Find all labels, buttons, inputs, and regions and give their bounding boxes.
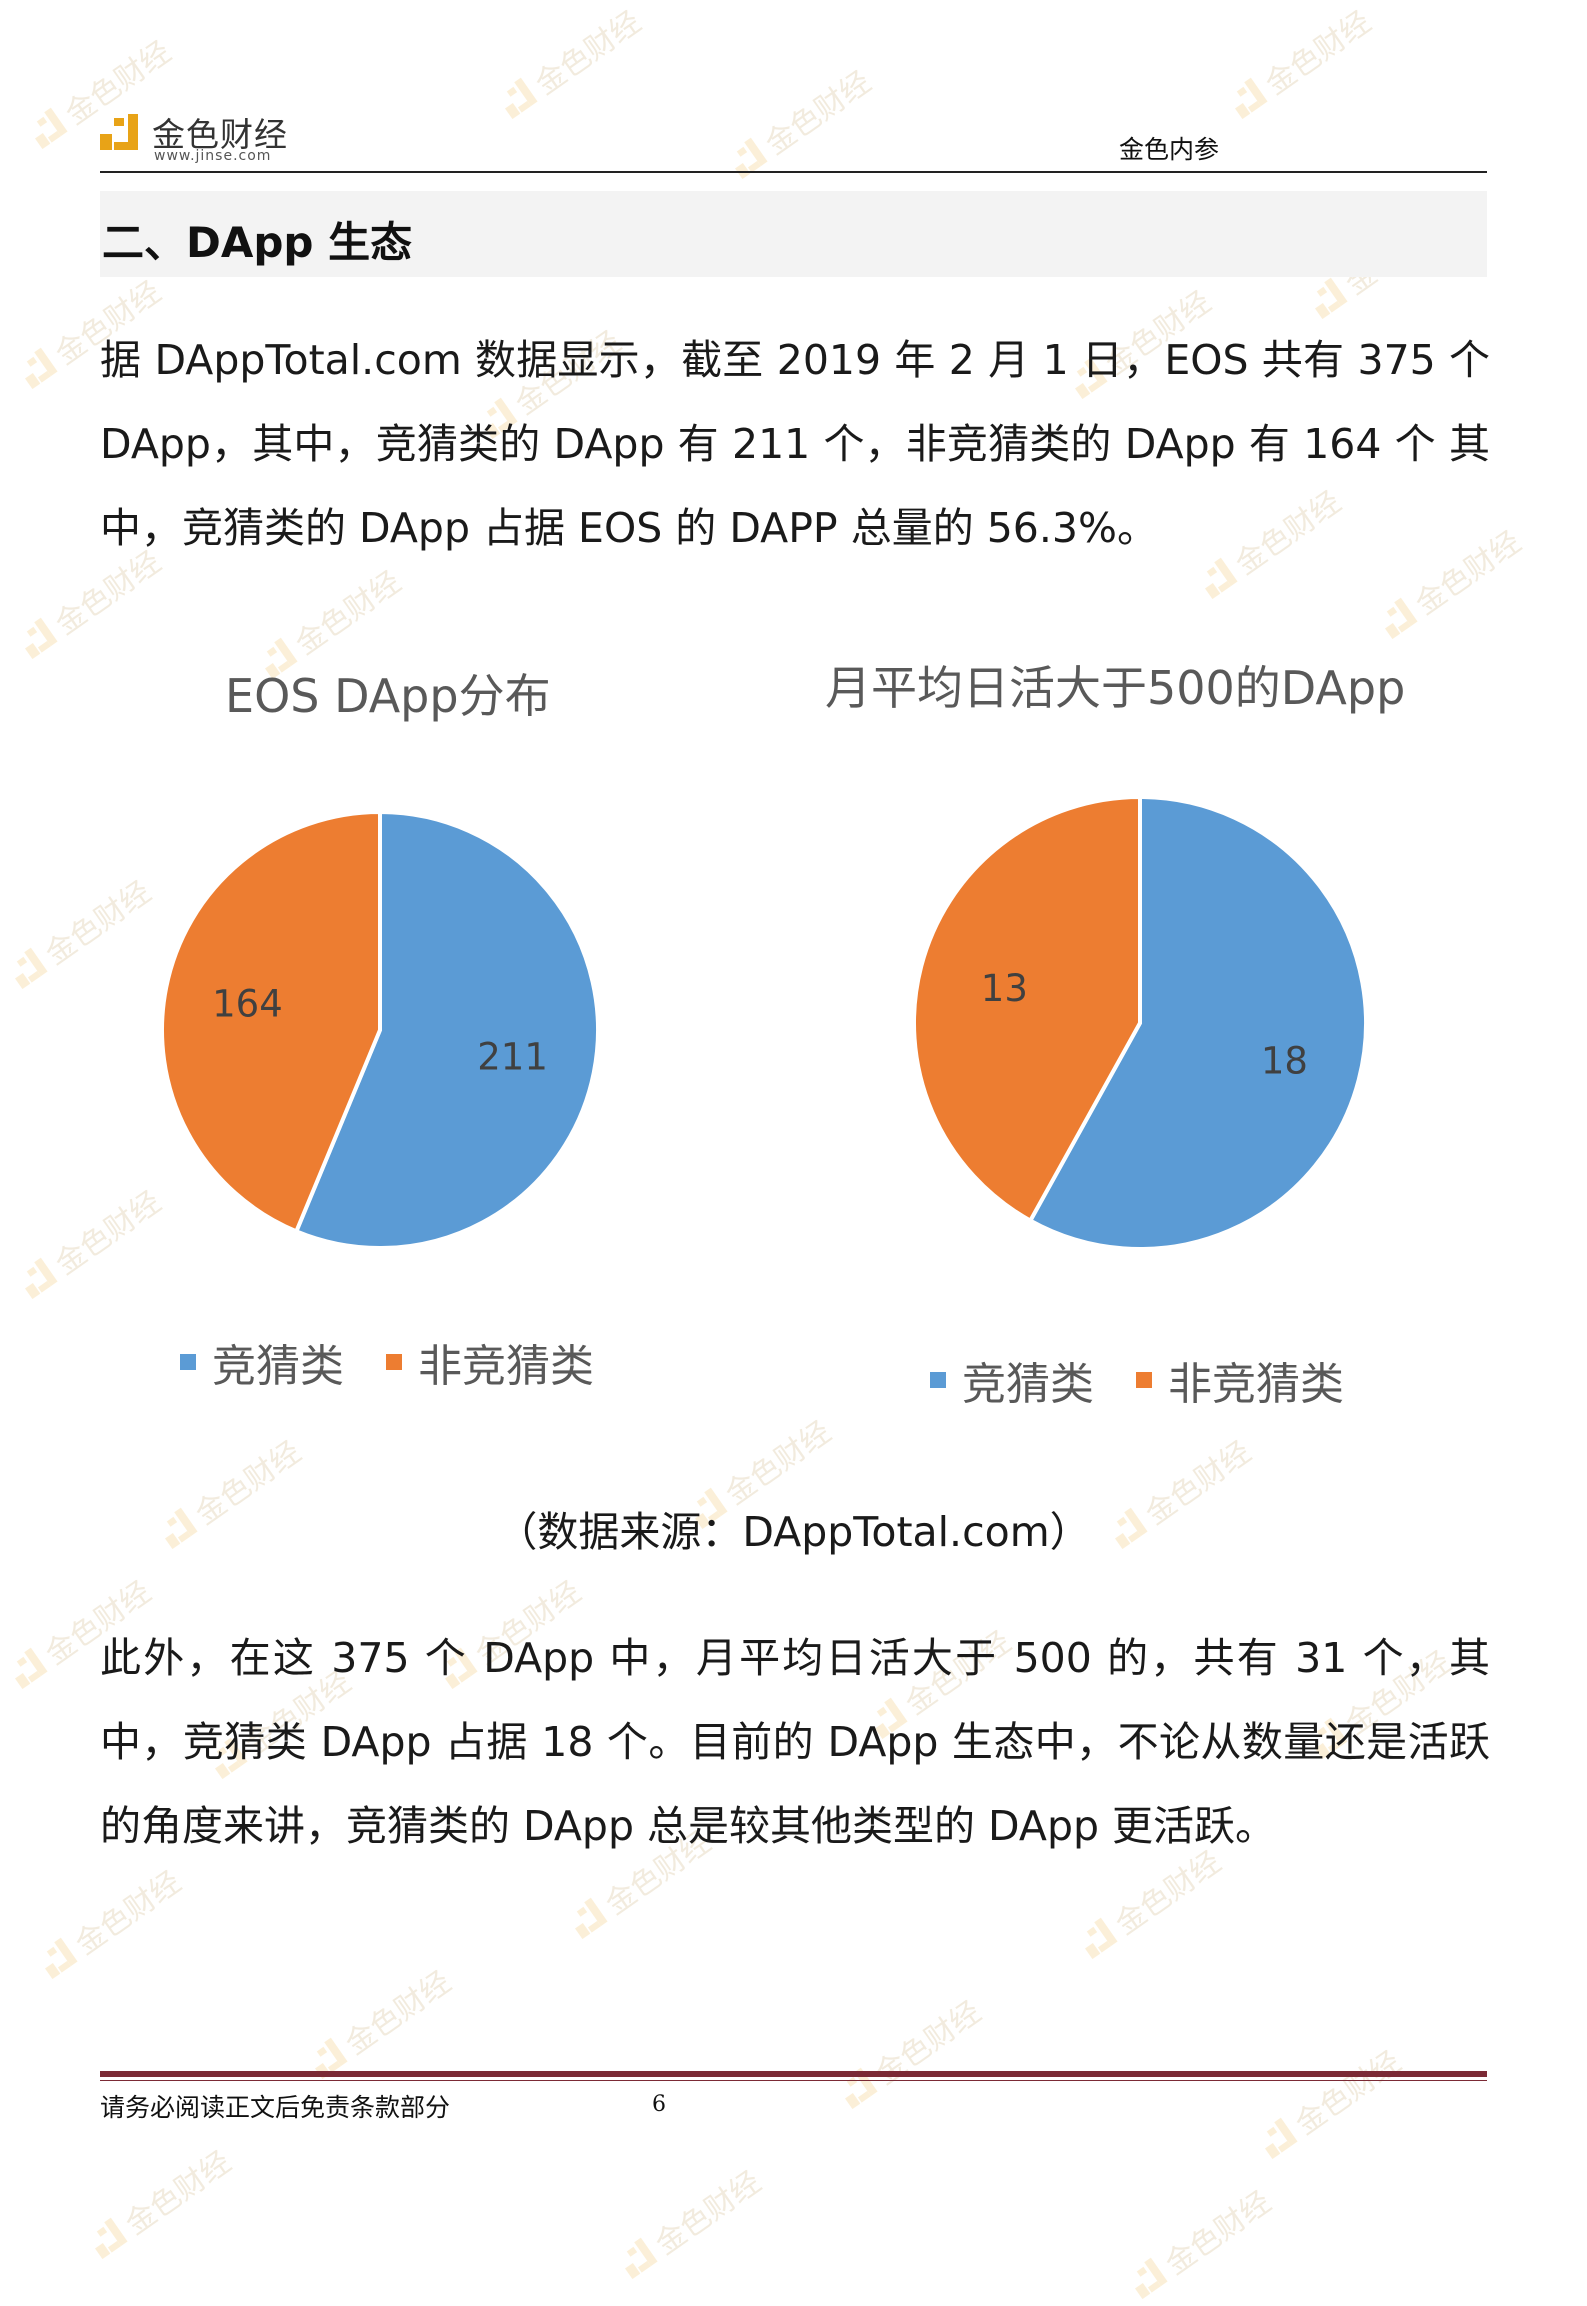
chart-legend: 竞猜类 非竞猜类 [930,1348,1386,1412]
pie-slice-guess [1027,794,1368,1251]
figure-caption: （数据来源：DAppTotal.com） [496,1508,1091,1556]
legend-label: 非竞猜类 [418,1341,594,1392]
chart-legend: 竞猜类 非竞猜类 [180,1330,636,1394]
legend-swatch [386,1354,402,1370]
pie-data-label: 211 [477,1035,548,1078]
legend-label: 竞猜类 [962,1359,1094,1410]
section-heading-bar: 二、DApp 生态 [100,191,1487,277]
pie-slice-non-guess [912,794,1142,1224]
watermark-logo: 金色财经 [1252,2038,1408,2166]
pie-slice-non-guess [160,809,382,1234]
watermark-logo: 金色财经 [1122,2178,1278,2306]
legend-label: 非竞猜类 [1168,1359,1344,1410]
legend-item: 非竞猜类 [386,1330,594,1394]
logo-url: www.jinse.com [154,148,272,164]
watermark-logo: 金色财经 [82,2138,238,2266]
legend-swatch [1136,1372,1152,1388]
body-paragraph-1: 据 DAppTotal.com 数据显示，截至 2019 年 2 月 1 日，E… [100,336,1490,552]
chart-title: 月平均日活大于500的DApp [825,661,1406,715]
chart-active-dapp: 月平均日活大于500的DApp 18 13 竞猜类 非竞猜类 [800,640,1500,1440]
chart-eos-dapp-distribution: EOS DApp分布 211 164 竞猜类 非竞猜类 [100,640,780,1420]
footer-divider-thin [100,2080,1487,2081]
watermark-logo: 金色财经 [492,0,648,126]
watermark-logo: 金色财经 [302,1958,458,2086]
watermark-logo: 金色财经 [612,2158,768,2286]
legend-item: 竞猜类 [180,1330,344,1394]
page-number: 6 [652,2092,666,2117]
logo-name: 金色财经 [152,115,288,154]
footer-divider-thick [100,2071,1487,2077]
legend-label: 竞猜类 [212,1341,344,1392]
pie-data-label: 13 [981,967,1028,1010]
publication-name: 金色内参 [1118,135,1219,164]
chart-title: EOS DApp分布 [225,669,551,723]
pie-data-label: 164 [212,983,283,1026]
watermark-logo: 金色财经 [832,1988,988,2116]
legend-item: 竞猜类 [930,1348,1094,1412]
body-paragraph-2: 此外，在这 375 个 DApp 中，月平均日活大于 500 的，共有 31 个… [100,1634,1490,1850]
legend-item: 非竞猜类 [1136,1348,1344,1412]
watermark-logo: 金色财经 [1222,0,1378,126]
header-divider [100,171,1487,173]
pie-data-label: 18 [1261,1039,1308,1082]
watermark-logo: 金色财经 [32,1858,188,1986]
section-title: 二、DApp 生态 [102,218,413,267]
logo-mark-icon [100,114,138,150]
pie-chart-eos-dapp: 211 164 [160,809,600,1250]
watermark-logo: 金色财经 [722,58,878,186]
legend-swatch [930,1372,946,1388]
legend-swatch [180,1354,196,1370]
footer-disclaimer: 请务必阅读正文后免责条款部分 [100,2093,451,2122]
pie-slice-guess [293,809,600,1250]
